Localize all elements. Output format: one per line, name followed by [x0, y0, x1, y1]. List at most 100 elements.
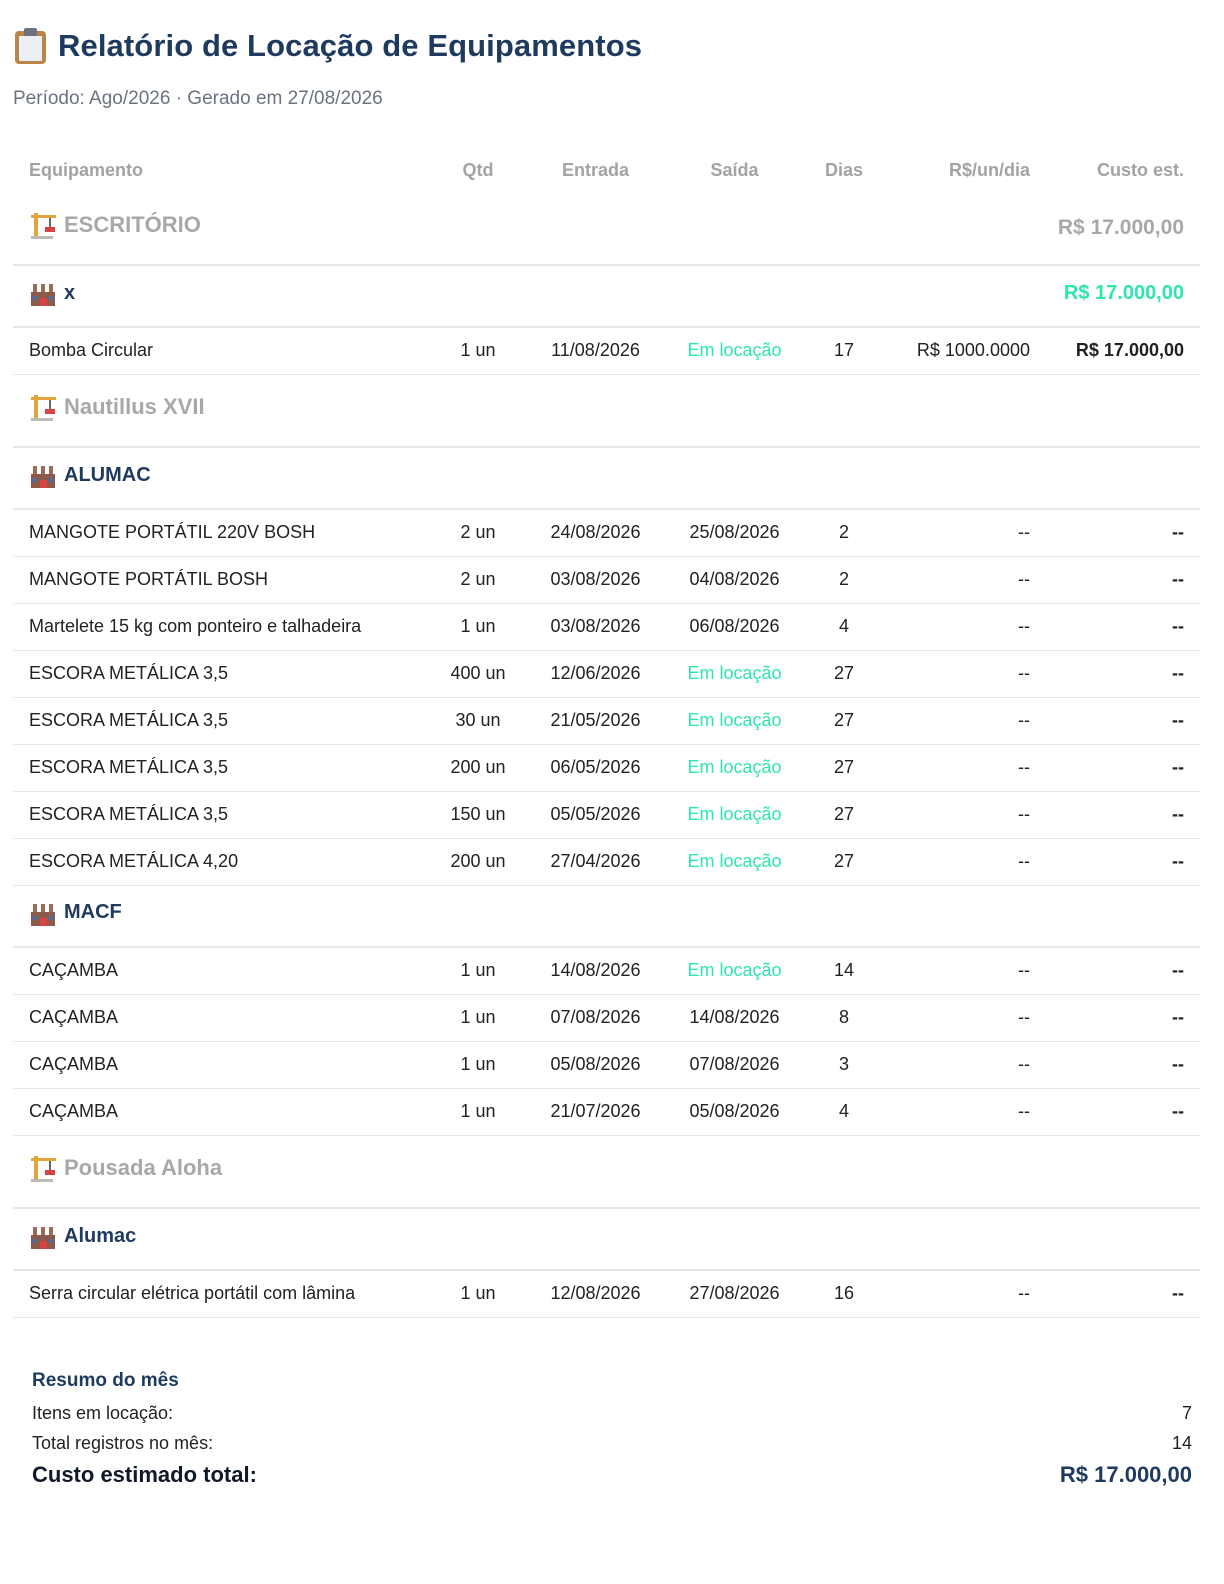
cell-custo: --	[1046, 697, 1200, 745]
cell-saida: Em locação	[668, 697, 801, 745]
cell-rate: --	[887, 994, 1046, 1042]
cell-rate: --	[887, 1270, 1046, 1318]
cell-qtd: 1 un	[433, 994, 523, 1042]
col-entrada: Entrada	[561, 159, 630, 180]
obra-total	[1046, 374, 1200, 448]
summary-title: Resumo do mês	[32, 1369, 179, 1391]
fornecedor-cell: ALUMAC	[13, 447, 1046, 510]
cell-custo: --	[1046, 838, 1200, 886]
fornecedor-row: x R$ 17.000,00	[13, 265, 1200, 328]
cell-rate: R$ 1000.0000	[887, 327, 1046, 375]
fornecedor-cell: x	[13, 265, 1046, 328]
cell-dias: 27	[801, 838, 887, 886]
fornecedor-group: MACF	[29, 899, 122, 927]
cell-dias: 27	[801, 791, 887, 839]
cell-dias: 27	[801, 650, 887, 698]
cell-entrada: 12/06/2026	[523, 650, 668, 698]
cell-custo: --	[1046, 994, 1200, 1042]
cell-entrada: 05/05/2026	[523, 791, 668, 839]
cell-custo: --	[1046, 509, 1200, 557]
cell-rate: --	[887, 556, 1046, 604]
cell-equipamento: ESCORA METÁLICA 3,5	[13, 744, 433, 792]
cell-custo: --	[1046, 556, 1200, 604]
fornecedor-total	[1046, 1208, 1200, 1271]
cell-dias: 16	[801, 1270, 887, 1318]
cell-equipamento: CAÇAMBA	[13, 1088, 433, 1136]
cell-equipamento: ESCORA METÁLICA 4,20	[13, 838, 433, 886]
cell-custo: R$ 17.000,00	[1046, 327, 1200, 375]
cell-qtd: 400 un	[433, 650, 523, 698]
obra-name: Pousada Aloha	[64, 1155, 223, 1181]
obra-name: Nautillus XVII	[64, 394, 205, 420]
table-row: ESCORA METÁLICA 3,5 30 un 21/05/2026 Em loc…	[13, 697, 1200, 745]
cell-dias: 4	[801, 603, 887, 651]
obra-total	[1046, 1135, 1200, 1209]
obra-cell: Nautillus XVII	[13, 374, 1046, 448]
cell-saida: 04/08/2026	[668, 556, 801, 604]
cell-qtd: 200 un	[433, 744, 523, 792]
cell-entrada: 24/08/2026	[523, 509, 668, 557]
table-row: CAÇAMBA 1 un 14/08/2026 Em locação 14 -- --	[13, 947, 1200, 995]
cell-custo: --	[1046, 744, 1200, 792]
obra-row: Pousada Aloha	[13, 1135, 1200, 1209]
fornecedor-name: MACF	[64, 901, 122, 924]
obra-group: Pousada Aloha	[29, 1154, 223, 1183]
cell-dias: 27	[801, 697, 887, 745]
cell-dias: 2	[801, 509, 887, 557]
crane-icon	[29, 1154, 57, 1183]
cell-equipamento: CAÇAMBA	[13, 1041, 433, 1089]
summary-section: Resumo do mês Itens em locação: 7 Total …	[13, 1370, 1211, 1490]
cell-dias: 3	[801, 1041, 887, 1089]
table-row: CAÇAMBA 1 un 05/08/2026 07/08/2026 3 -- --	[13, 1041, 1200, 1089]
summary-itens-row: Itens em locação: 7	[32, 1403, 1192, 1425]
cell-rate: --	[887, 1088, 1046, 1136]
summary-total-value: R$ 17.000,00	[1059, 1461, 1192, 1487]
cell-qtd: 1 un	[433, 1088, 523, 1136]
cell-entrada: 21/07/2026	[523, 1088, 668, 1136]
table-row: ESCORA METÁLICA 3,5 150 un 05/05/2026 Em lo…	[13, 791, 1200, 839]
clipboard-icon	[14, 28, 48, 64]
cell-dias: 8	[801, 994, 887, 1042]
cell-qtd: 1 un	[433, 1041, 523, 1089]
cell-equipamento: MANGOTE PORTÁTIL BOSH	[13, 556, 433, 604]
obra-group: Nautillus XVII	[29, 393, 205, 422]
cell-custo: --	[1046, 1088, 1200, 1136]
cell-entrada: 03/08/2026	[523, 556, 668, 604]
cell-rate: --	[887, 947, 1046, 995]
cell-qtd: 1 un	[433, 603, 523, 651]
table-row: ESCORA METÁLICA 3,5 200 un 06/05/2026 Em lo…	[13, 744, 1200, 792]
cell-saida: Em locação	[668, 838, 801, 886]
cell-saida: 06/08/2026	[668, 603, 801, 651]
cell-saida: Em locação	[668, 650, 801, 698]
cell-saida: 25/08/2026	[668, 509, 801, 557]
cell-equipamento: ESCORA METÁLICA 3,5	[13, 650, 433, 698]
fornecedor-total	[1046, 885, 1200, 948]
cell-qtd: 1 un	[433, 327, 523, 375]
table-body: ESCRITÓRIO R$ 17.000,00 x R$ 17.000,00 Bomba…	[13, 192, 1200, 1318]
fornecedor-total	[1046, 447, 1200, 510]
cell-dias: 27	[801, 744, 887, 792]
summary-total-label: Custo estimado total:	[32, 1461, 257, 1487]
fornecedor-group: ALUMAC	[29, 461, 151, 489]
cell-entrada: 27/04/2026	[523, 838, 668, 886]
cell-qtd: 2 un	[433, 556, 523, 604]
cell-custo: --	[1046, 650, 1200, 698]
cell-saida: 07/08/2026	[668, 1041, 801, 1089]
cell-saida: 05/08/2026	[668, 1088, 801, 1136]
factory-icon	[29, 1222, 57, 1250]
col-equipamento: Equipamento	[29, 159, 144, 180]
cell-entrada: 05/08/2026	[523, 1041, 668, 1089]
cell-dias: 2	[801, 556, 887, 604]
col-saida: Saída	[710, 159, 759, 180]
cell-rate: --	[887, 838, 1046, 886]
fornecedor-row: Alumac	[13, 1208, 1200, 1271]
cell-saida: 27/08/2026	[668, 1270, 801, 1318]
factory-icon	[29, 899, 57, 927]
factory-icon	[29, 279, 57, 307]
fornecedor-name: Alumac	[64, 1224, 137, 1247]
cell-saida: Em locação	[668, 791, 801, 839]
cell-qtd: 2 un	[433, 509, 523, 557]
cell-equipamento: CAÇAMBA	[13, 947, 433, 995]
cell-rate: --	[887, 744, 1046, 792]
fornecedor-name: x	[64, 281, 76, 304]
